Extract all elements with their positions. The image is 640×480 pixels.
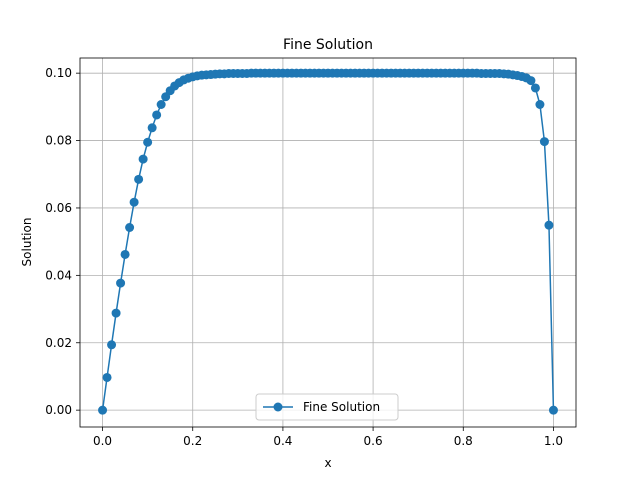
data-point (98, 405, 108, 415)
data-point (138, 154, 148, 164)
y-tick-label: 0.00 (45, 403, 72, 417)
legend-marker-swatch (273, 402, 283, 412)
y-axis: 0.00 0.02 0.04 0.06 0.08 0.10 (45, 66, 80, 417)
series-layer (98, 68, 558, 415)
data-point (535, 100, 545, 110)
data-point (111, 308, 121, 318)
plot-area (80, 58, 576, 427)
y-tick-label: 0.04 (45, 268, 72, 282)
y-tick-label: 0.06 (45, 201, 72, 215)
legend: Fine Solution (255, 393, 399, 421)
data-point (156, 100, 166, 110)
data-point (548, 405, 558, 415)
data-point (120, 249, 130, 259)
data-point (116, 278, 126, 288)
data-point (544, 220, 554, 230)
x-axis: 0.0 0.2 0.4 0.6 0.8 1.0 (93, 427, 563, 448)
y-axis-label: Solution (20, 218, 34, 267)
data-point (129, 197, 139, 207)
y-tick-label: 0.02 (45, 336, 72, 350)
data-point (530, 83, 540, 93)
chart-title: Fine Solution (283, 37, 373, 53)
x-axis-label: x (324, 456, 331, 470)
data-point (134, 174, 144, 184)
axes-frame (79, 57, 577, 428)
data-point (539, 137, 549, 147)
x-tick-label: 0.2 (183, 434, 202, 448)
y-tick-label: 0.08 (45, 134, 72, 148)
data-point (102, 372, 112, 382)
data-point (526, 76, 536, 86)
y-tick-label: 0.10 (45, 66, 72, 80)
data-point (107, 340, 117, 350)
data-point (125, 223, 135, 233)
legend-entry-fine-solution: Fine Solution (303, 400, 380, 414)
x-tick-label: 0.6 (364, 434, 383, 448)
data-point (143, 137, 153, 147)
x-tick-label: 0.4 (273, 434, 292, 448)
x-tick-label: 0.8 (454, 434, 473, 448)
data-point (147, 123, 157, 133)
legend-box (255, 393, 399, 421)
x-tick-label: 1.0 (544, 434, 563, 448)
x-tick-label: 0.0 (93, 434, 112, 448)
data-point (152, 110, 162, 120)
